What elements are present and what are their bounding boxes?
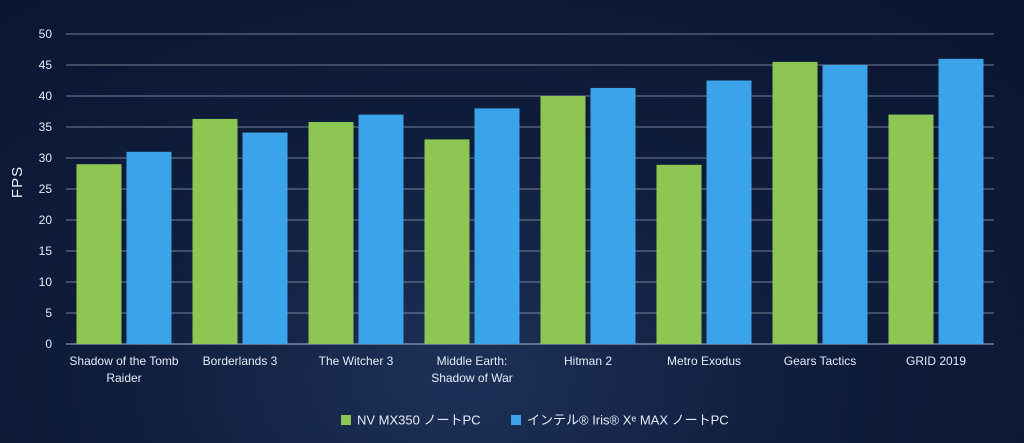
legend: NV MX350 ノートPC インテル® Iris® Xᵉ MAX ノートPC <box>341 413 729 428</box>
legend-label: インテル® Iris® Xᵉ MAX ノートPC <box>527 413 729 428</box>
legend-swatch <box>341 415 351 425</box>
legend-label: NV MX350 ノートPC <box>357 413 481 428</box>
y-axis-label: FPS <box>9 166 26 198</box>
bar-iris-xe-max-2 <box>358 114 404 344</box>
y-tick-label: 20 <box>39 213 53 227</box>
y-tick-label: 15 <box>39 244 53 258</box>
y-tick-label: 35 <box>39 120 53 134</box>
category-label: GRID 2019 <box>906 354 966 368</box>
bar-nv-mx350-5 <box>656 164 702 344</box>
category-label: Raider <box>106 371 141 385</box>
bar-iris-xe-max-7 <box>938 58 984 345</box>
bar-nv-mx350-6 <box>772 61 818 345</box>
bar-iris-xe-max-6 <box>822 65 868 344</box>
y-axis-ticks: 0 5 10 15 20 25 30 35 40 45 50 <box>39 27 53 351</box>
bar-nv-mx350-7 <box>888 114 934 344</box>
category-label: Shadow of War <box>431 371 513 385</box>
bar-nv-mx350-0 <box>76 164 122 344</box>
category-label: Gears Tactics <box>784 354 856 368</box>
y-tick-label: 45 <box>39 58 53 72</box>
y-tick-label: 50 <box>39 27 53 41</box>
category-label: Metro Exodus <box>667 354 741 368</box>
category-label: The Witcher 3 <box>319 354 394 368</box>
category-label: Middle Earth: <box>437 354 508 368</box>
y-tick-label: 40 <box>39 89 53 103</box>
bar-iris-xe-max-5 <box>706 80 752 344</box>
category-label: Hitman 2 <box>564 354 612 368</box>
bar-nv-mx350-4 <box>540 96 586 344</box>
bar-iris-xe-max-4 <box>590 87 636 344</box>
bar-nv-mx350-3 <box>424 139 470 344</box>
y-tick-label: 0 <box>45 337 52 351</box>
bars <box>76 58 984 345</box>
bar-iris-xe-max-3 <box>474 108 520 345</box>
bar-nv-mx350-1 <box>192 118 238 344</box>
bar-iris-xe-max-0 <box>126 151 172 344</box>
legend-swatch <box>511 415 521 425</box>
y-tick-label: 25 <box>39 182 53 196</box>
category-label: Borderlands 3 <box>203 354 278 368</box>
bar-iris-xe-max-1 <box>242 132 288 344</box>
y-tick-label: 30 <box>39 151 53 165</box>
x-axis-categories: Shadow of the Tomb Raider Borderlands 3 The… <box>69 354 966 385</box>
y-tick-label: 10 <box>39 275 53 289</box>
category-label: Shadow of the Tomb <box>69 354 179 368</box>
y-tick-label: 5 <box>45 306 52 320</box>
bar-nv-mx350-2 <box>308 122 354 344</box>
